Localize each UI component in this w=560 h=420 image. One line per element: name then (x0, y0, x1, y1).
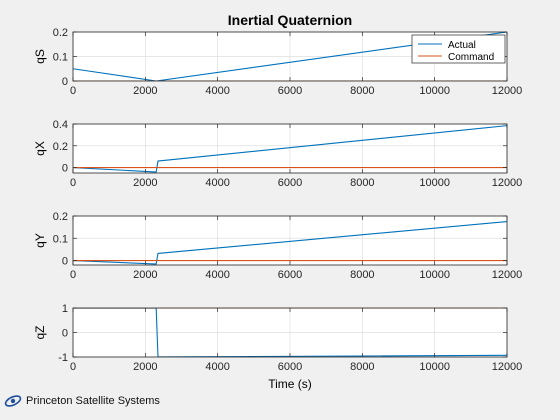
y-axis-label: qY (33, 233, 47, 248)
company-logo: Princeton Satellite Systems (4, 392, 160, 410)
y-tick-label: 0 (62, 76, 68, 88)
y-tick-label: 0.2 (53, 211, 68, 223)
x-tick-label: 8000 (350, 177, 374, 189)
x-tick-label: 4000 (205, 85, 229, 97)
subplot-qY: 0 2000 4000 6000 8000 10000 12000 0 0.1 0.2 qY (33, 211, 522, 281)
y-axis-label: qX (33, 141, 47, 156)
x-tick-label: 10000 (419, 269, 450, 281)
figure-title: Inertial Quaternion (228, 12, 352, 28)
x-tick-label: 6000 (278, 85, 302, 97)
x-tick-label: 6000 (278, 177, 302, 189)
y-axis-label: qS (33, 49, 47, 64)
x-tick-label: 8000 (350, 269, 374, 281)
orbit-logo-icon (4, 395, 22, 407)
y-tick-label: -1 (58, 352, 68, 364)
subplots: 0 2000 4000 6000 8000 10000 1200000.10.2qSActu… (33, 27, 522, 373)
x-tick-label: 2000 (133, 361, 157, 373)
y-tick-label: 0.4 (53, 119, 68, 131)
x-tick-label: 4000 (205, 361, 229, 373)
x-tick-label: 0 (70, 85, 76, 97)
x-tick-label: 2000 (133, 177, 157, 189)
y-tick-label: 0.1 (53, 233, 68, 245)
x-tick-label: 6000 (278, 361, 302, 373)
subplot-qX: 0 2000 4000 6000 8000 10000 12000 0 0.2 0.4 qX (33, 119, 522, 189)
x-tick-label: 10000 (419, 361, 450, 373)
x-tick-label: 8000 (350, 85, 374, 97)
x-tick-label: 12000 (492, 85, 523, 97)
x-tick-label: 0 (70, 361, 76, 373)
subplot-qS: 0 2000 4000 6000 8000 10000 12000 0 0.1 0.2 qS Actu… (33, 27, 522, 97)
x-tick-label: 2000 (133, 269, 157, 281)
series-line-actual (73, 221, 507, 265)
y-tick-label: 1 (62, 303, 68, 315)
x-tick-label: 0 (70, 177, 76, 189)
y-tick-label: 0.2 (53, 27, 68, 39)
series-line-actual (73, 125, 507, 173)
x-tick-label: 2000 (133, 85, 157, 97)
y-tick-label: 0 (62, 328, 68, 340)
y-tick-label: 0.1 (53, 52, 68, 64)
legend-box (411, 34, 506, 64)
x-tick-label: 0 (70, 269, 76, 281)
series-line-actual (73, 32, 507, 81)
x-tick-label: 4000 (205, 269, 229, 281)
x-tick-label: 10000 (419, 85, 450, 97)
x-axis-label: Time (s) (268, 377, 312, 391)
legend-label-actual: Actual (448, 40, 476, 51)
y-tick-label: 0 (62, 163, 68, 175)
legend-label-command: Command (448, 52, 494, 63)
y-axis-label: qZ (33, 325, 47, 339)
y-tick-label: 0.2 (53, 141, 68, 153)
x-tick-label: 12000 (492, 177, 523, 189)
logo-text: Princeton Satellite Systems (26, 395, 160, 407)
x-tick-label: 12000 (492, 269, 523, 281)
x-tick-label: 8000 (350, 361, 374, 373)
x-tick-label: 6000 (278, 269, 302, 281)
y-tick-label: 0 (62, 256, 68, 268)
x-tick-label: 10000 (419, 177, 450, 189)
x-tick-label: 12000 (492, 361, 523, 373)
x-tick-label: 4000 (205, 177, 229, 189)
